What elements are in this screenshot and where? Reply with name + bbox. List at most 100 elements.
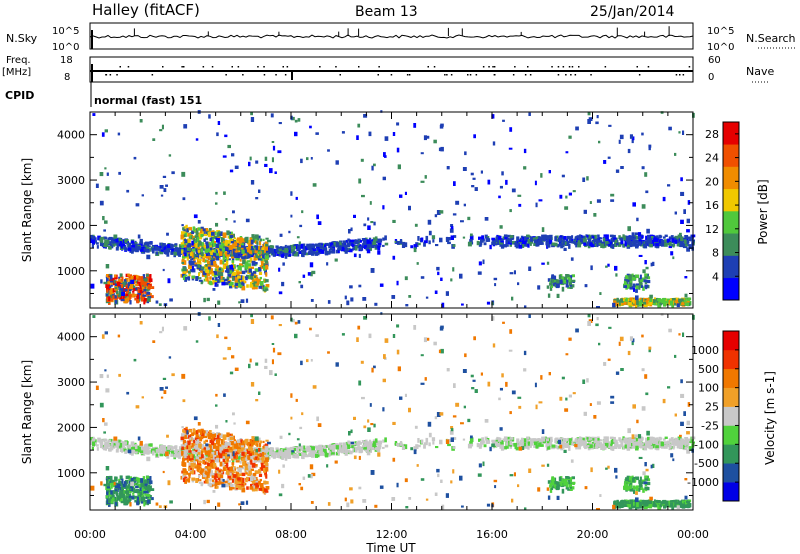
velocity-cell <box>216 482 220 486</box>
power-cell <box>648 144 652 148</box>
velocity-cell <box>325 445 328 448</box>
power-cell <box>184 245 187 251</box>
velocity-cell <box>107 439 111 443</box>
power-cell <box>369 201 372 205</box>
power-cell <box>596 239 600 244</box>
power-cell <box>301 249 304 253</box>
velocity-cell <box>217 448 221 454</box>
power-cell <box>452 213 457 216</box>
power-cell <box>233 237 236 240</box>
power-cell <box>559 242 563 247</box>
power-cell <box>258 285 262 289</box>
power-cell <box>199 228 203 234</box>
power-cell <box>182 266 187 272</box>
power-cell <box>608 243 611 247</box>
power-cell <box>221 243 226 247</box>
power-cell <box>645 190 649 194</box>
velocity-cell <box>228 460 231 463</box>
power-cell <box>232 249 235 255</box>
velocity-cell <box>202 430 206 434</box>
nave-dot <box>494 74 496 76</box>
power-cell <box>613 242 618 247</box>
power-cell <box>252 282 255 287</box>
power-cell <box>288 254 292 256</box>
power-cell <box>270 245 275 249</box>
velocity-cell <box>402 443 406 447</box>
power-cell <box>102 216 105 221</box>
power-cell <box>504 237 508 240</box>
velocity-cell <box>252 488 255 492</box>
velocity-cell <box>195 437 199 441</box>
power-cell <box>450 226 454 230</box>
power-cell <box>648 146 651 151</box>
power-cell <box>119 241 123 246</box>
nave-dot <box>590 74 592 76</box>
power-cell <box>631 139 634 144</box>
power-cell <box>158 303 162 306</box>
velocity-cell <box>159 445 164 451</box>
power-cell <box>593 238 598 242</box>
power-cell <box>366 239 370 244</box>
power-cell <box>638 301 642 307</box>
power-cell <box>426 135 430 139</box>
power-cell <box>349 285 353 289</box>
power-cell <box>182 275 186 281</box>
velocity-cell <box>363 444 367 448</box>
power-cell <box>112 282 117 286</box>
power-cell <box>249 258 253 263</box>
power-cell <box>279 251 283 255</box>
power-cell <box>354 245 358 251</box>
velocity-cell <box>181 461 185 465</box>
power-cell <box>342 240 347 244</box>
velocity-cell <box>217 437 220 442</box>
power-cell <box>373 163 376 167</box>
velocity-cell <box>221 462 225 467</box>
power-cell <box>499 225 503 229</box>
velocity-cell <box>583 440 587 445</box>
power-cell <box>547 244 551 248</box>
velocity-cell <box>197 449 201 452</box>
power-cell <box>192 248 196 252</box>
power-cell <box>229 244 234 249</box>
power-cell <box>404 276 408 281</box>
power-cell <box>612 302 616 308</box>
velocity-cell <box>182 450 186 453</box>
velocity-cell <box>435 446 439 449</box>
velocity-cell <box>203 461 207 465</box>
power-cell <box>122 295 125 300</box>
power-cell <box>233 252 236 257</box>
power-cell <box>121 276 124 282</box>
power-colorbar-swatch <box>723 211 739 234</box>
power-cell <box>535 202 538 208</box>
power-cell <box>478 261 482 266</box>
velocity-cell <box>222 458 226 462</box>
velocity-cell <box>589 444 593 448</box>
power-cell <box>384 136 389 141</box>
power-cell <box>213 249 217 253</box>
power-cell <box>130 276 134 279</box>
nave-label: Nave <box>746 65 774 78</box>
power-cell <box>93 240 97 243</box>
power-cell <box>200 226 204 229</box>
power-cell <box>686 239 690 244</box>
power-cell <box>145 241 148 245</box>
power-cell <box>434 290 438 294</box>
power-cell <box>352 241 356 244</box>
power-cell <box>241 252 244 257</box>
power-cell <box>187 270 191 274</box>
power-cell <box>674 239 678 244</box>
velocity-cell <box>116 445 119 451</box>
power-cell <box>551 242 556 246</box>
power-cell <box>486 301 491 305</box>
power-cell <box>566 279 569 283</box>
nave-dot <box>446 74 448 76</box>
power-cell <box>114 274 117 278</box>
power-colorbar-swatch <box>723 277 739 301</box>
velocity-cell <box>502 438 505 442</box>
power-cell <box>217 246 221 252</box>
velocity-cell <box>115 440 119 445</box>
power-cell <box>482 259 485 265</box>
power-cell <box>118 237 121 241</box>
velocity-cell <box>349 441 352 445</box>
velocity-cell <box>663 438 666 441</box>
